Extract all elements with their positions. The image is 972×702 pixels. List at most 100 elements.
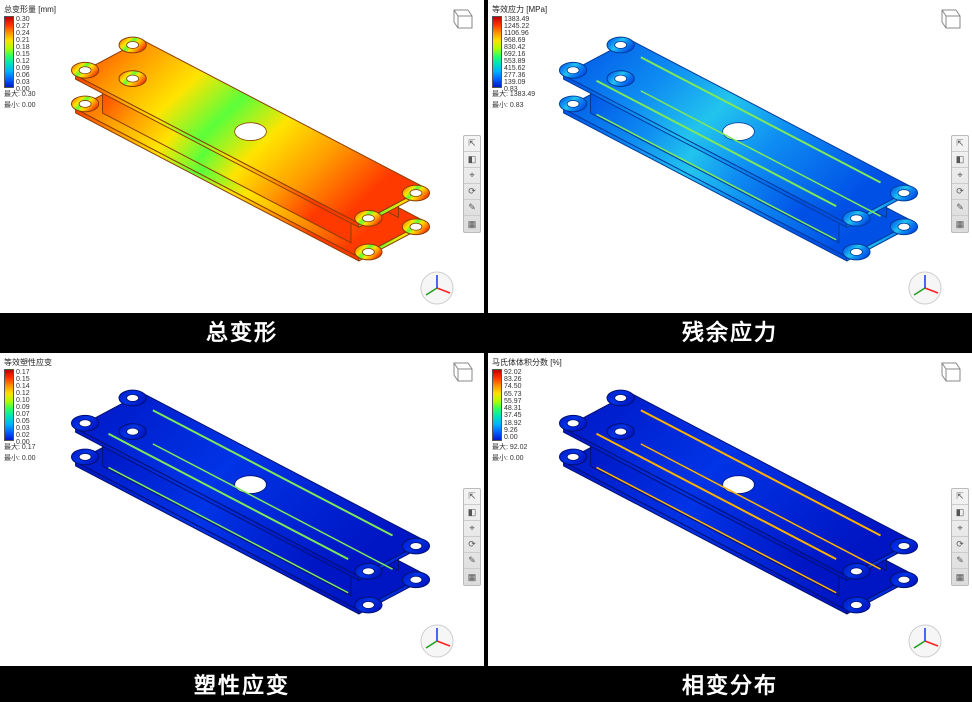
axis-triad[interactable] [420,271,454,305]
legend-title: 马氏体体积分数 [%] [492,357,562,368]
legend-tick: 0.02 [16,432,30,439]
legend-ticks: 0.300.270.240.210.180.150.120.090.060.03… [16,16,30,88]
tool-button[interactable]: ⟳ [952,184,968,200]
legend-tick: 0.05 [16,418,30,425]
tool-button[interactable]: ⇱ [464,136,480,152]
legend-tick: 18.92 [504,420,522,427]
legend-tick: 0.15 [16,376,30,383]
legend-max: 最大: 0.17 [4,442,52,452]
panel-plastic-strain: 等效塑性应变 0.170.150.140.120.100.090.070.050… [0,353,484,702]
tool-button[interactable]: ⇱ [952,136,968,152]
legend-min: 最小: 0.83 [492,100,547,110]
color-legend: 等效塑性应变 0.170.150.140.120.100.090.070.050… [4,357,52,463]
legend-min: 最小: 0.00 [4,100,56,110]
tool-button[interactable]: ⌖ [464,168,480,184]
legend-tick: 968.69 [504,37,529,44]
legend-max: 最大: 92.02 [492,442,562,452]
tool-button[interactable]: ▦ [464,216,480,232]
legend-tick: 553.89 [504,58,529,65]
tool-button[interactable]: ⇱ [464,489,480,505]
tool-button[interactable]: ✎ [464,553,480,569]
legend-tick: 830.42 [504,44,529,51]
legend-max: 最大: 0.30 [4,89,56,99]
tool-button[interactable]: ⌖ [952,168,968,184]
legend-title: 等效塑性应变 [4,357,52,368]
tool-button[interactable]: ⟳ [464,537,480,553]
tool-button[interactable]: ▦ [952,216,968,232]
tool-button[interactable]: ▦ [952,569,968,585]
legend-tick: 1106.96 [504,30,529,37]
color-legend: 马氏体体积分数 [%] 92.0283.2674.5065.7355.9748.… [492,357,562,463]
legend-title: 总变形量 [mm] [4,4,56,15]
tool-button[interactable]: ✎ [952,200,968,216]
legend-ticks: 0.170.150.140.120.100.090.070.050.030.02… [16,369,30,441]
view-cube[interactable] [448,359,474,385]
color-legend: 等效应力 [MPa] 1383.491245.221106.96968.6983… [492,4,547,110]
legend-tick: 0.27 [16,23,30,30]
tool-button[interactable]: ◧ [952,152,968,168]
tool-button[interactable]: ◧ [464,152,480,168]
view-cube[interactable] [448,6,474,32]
legend-ticks: 1383.491245.221106.96968.69830.42692.165… [504,16,529,88]
legend-tick: 48.31 [504,405,522,412]
tool-button[interactable]: ⟳ [464,184,480,200]
legend-tick: 0.09 [16,65,30,72]
tool-button[interactable]: ⇱ [952,489,968,505]
tool-button[interactable]: ⌖ [464,521,480,537]
legend-bar [4,16,14,88]
render-viewport[interactable] [0,353,484,702]
legend-tick: 0.03 [16,425,30,432]
legend-tick: 83.26 [504,376,522,383]
model-render-svg [0,353,484,666]
legend-tick: 1383.49 [504,16,529,23]
legend-tick: 0.00 [504,434,522,441]
model-render-svg [488,0,972,313]
legend-tick: 277.36 [504,72,529,79]
legend-tick: 692.16 [504,51,529,58]
tool-button[interactable]: ✎ [464,200,480,216]
legend-min: 最小: 0.00 [4,453,52,463]
simulation-results-grid: 总变形量 [mm] 0.300.270.240.210.180.150.120.… [0,0,972,702]
legend-tick: 415.62 [504,65,529,72]
render-viewport[interactable] [0,0,484,349]
render-viewport[interactable] [488,0,972,349]
tool-button[interactable]: ⟳ [952,537,968,553]
legend-min: 最小: 0.00 [492,453,562,463]
view-cube[interactable] [936,6,962,32]
legend-tick: 0.30 [16,16,30,23]
legend-tick: 65.73 [504,391,522,398]
legend-tick: 0.03 [16,79,30,86]
legend-tick: 0.18 [16,44,30,51]
legend-tick: 55.97 [504,398,522,405]
legend-max: 最大: 1383.49 [492,89,547,99]
tool-button[interactable]: ✎ [952,553,968,569]
legend-tick: 1245.22 [504,23,529,30]
legend-tick: 0.06 [16,72,30,79]
view-cube[interactable] [936,359,962,385]
tool-button[interactable]: ▦ [464,569,480,585]
legend-tick: 9.26 [504,427,522,434]
tool-strip: ⇱◧⌖⟳✎▦ [463,488,481,586]
legend-tick: 0.17 [16,369,30,376]
color-legend: 总变形量 [mm] 0.300.270.240.210.180.150.120.… [4,4,56,110]
tool-button[interactable]: ⌖ [952,521,968,537]
tool-strip: ⇱◧⌖⟳✎▦ [463,135,481,233]
axis-triad[interactable] [908,624,942,658]
tool-strip: ⇱◧⌖⟳✎▦ [951,135,969,233]
axis-triad[interactable] [420,624,454,658]
tool-button[interactable]: ◧ [952,505,968,521]
legend-tick: 74.50 [504,383,522,390]
legend-bar [492,369,502,441]
axis-triad[interactable] [908,271,942,305]
panel-phase-transformation: 马氏体体积分数 [%] 92.0283.2674.5065.7355.9748.… [488,353,972,702]
model-render-svg [0,0,484,313]
tool-button[interactable]: ◧ [464,505,480,521]
legend-tick: 0.21 [16,37,30,44]
legend-tick: 37.45 [504,412,522,419]
legend-tick: 0.14 [16,383,30,390]
legend-title: 等效应力 [MPa] [492,4,547,15]
legend-tick: 0.07 [16,411,30,418]
legend-tick: 0.12 [16,58,30,65]
legend-tick: 139.09 [504,79,529,86]
legend-tick: 0.24 [16,30,30,37]
